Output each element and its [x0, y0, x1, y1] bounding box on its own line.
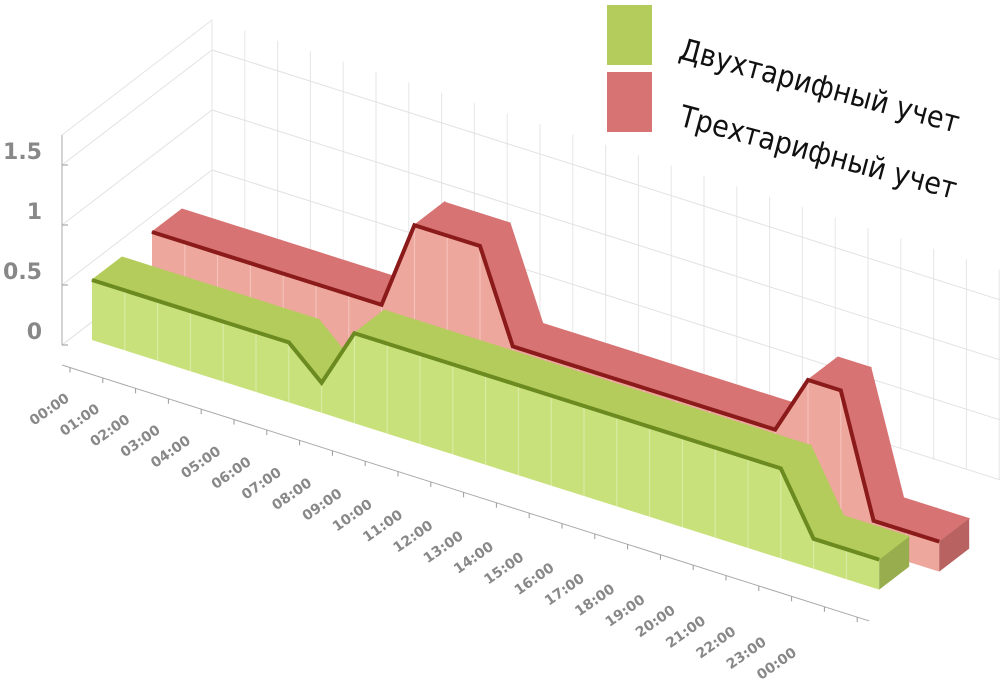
legend-swatch	[607, 72, 652, 132]
side-face	[879, 536, 910, 590]
grid-line	[211, 169, 1000, 421]
side-face	[939, 518, 970, 572]
y-tick-label: 1	[27, 200, 42, 225]
grid-line	[211, 49, 1000, 301]
grid-line	[61, 49, 213, 166]
y-tick-label: 1.5	[3, 140, 42, 165]
line	[91, 278, 880, 562]
line	[151, 222, 940, 544]
y-tick-label: 0.5	[3, 260, 42, 285]
x-axis	[61, 364, 870, 622]
grid-line	[211, 109, 1000, 361]
grid-line	[61, 169, 213, 286]
legend-swatch	[607, 5, 652, 65]
grid-line	[61, 109, 213, 226]
y-tick-label: 0	[27, 320, 42, 345]
area	[92, 280, 880, 590]
